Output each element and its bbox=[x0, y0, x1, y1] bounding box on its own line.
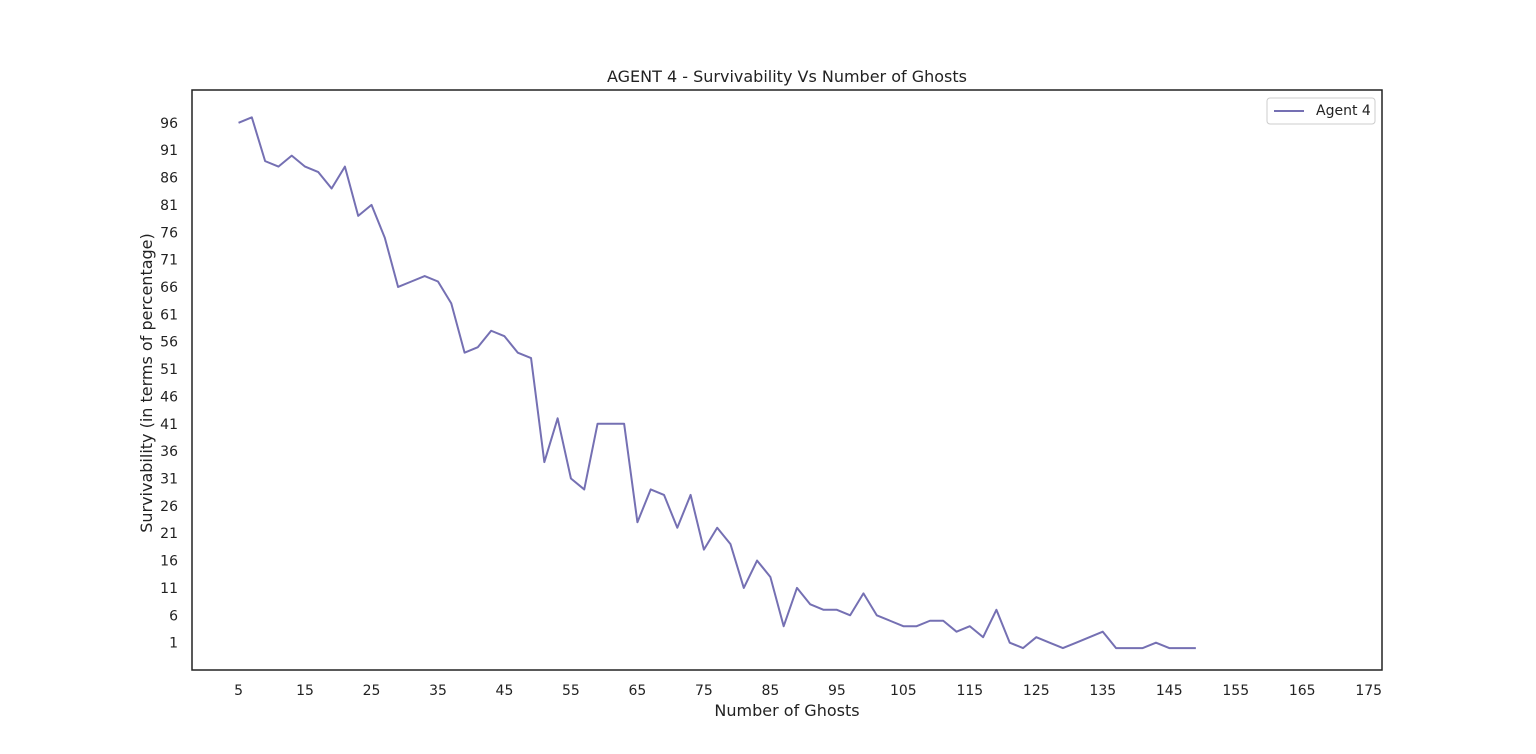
y-tick-label: 76 bbox=[160, 225, 178, 241]
y-tick-label: 91 bbox=[160, 143, 178, 159]
x-tick-label: 165 bbox=[1289, 683, 1316, 699]
x-tick-label: 75 bbox=[695, 683, 713, 699]
y-tick-label: 71 bbox=[160, 253, 178, 269]
x-tick-label: 95 bbox=[828, 683, 846, 699]
x-axis-label: Number of Ghosts bbox=[714, 701, 859, 720]
y-tick-label: 51 bbox=[160, 362, 178, 378]
chart-title: AGENT 4 - Survivability Vs Number of Gho… bbox=[607, 67, 967, 86]
x-tick-label: 55 bbox=[562, 683, 580, 699]
y-axis-label: Survivability (in terms of percentage) bbox=[137, 233, 156, 533]
y-tick-label: 81 bbox=[160, 198, 178, 214]
x-tick-label: 115 bbox=[956, 683, 983, 699]
y-tick-label: 31 bbox=[160, 471, 178, 487]
x-axis-ticks: 5 15 25 35 45 55 65 75 85 95 105 115 125 135 145 155 165… bbox=[234, 683, 1382, 699]
y-tick-label: 86 bbox=[160, 171, 178, 187]
x-tick-label: 85 bbox=[761, 683, 779, 699]
x-tick-label: 35 bbox=[429, 683, 447, 699]
x-tick-label: 155 bbox=[1222, 683, 1249, 699]
x-tick-label: 25 bbox=[363, 683, 381, 699]
y-tick-label: 21 bbox=[160, 526, 178, 542]
x-tick-label: 45 bbox=[496, 683, 514, 699]
y-tick-label: 61 bbox=[160, 307, 178, 323]
x-tick-label: 65 bbox=[629, 683, 647, 699]
y-tick-label: 11 bbox=[160, 581, 178, 597]
y-tick-label: 46 bbox=[160, 389, 178, 405]
x-tick-label: 105 bbox=[890, 683, 917, 699]
x-tick-label: 145 bbox=[1156, 683, 1183, 699]
legend: Agent 4 bbox=[1266, 97, 1376, 125]
y-tick-label: 96 bbox=[160, 116, 178, 132]
y-tick-label: 36 bbox=[160, 444, 178, 460]
legend-label: Agent 4 bbox=[1316, 103, 1371, 119]
series-line-agent-4 bbox=[238, 116, 1196, 650]
x-tick-label: 15 bbox=[296, 683, 314, 699]
legend-box bbox=[1266, 97, 1376, 125]
plot-area: 5 15 25 35 45 55 65 75 85 95 105 115 125 135 145 155 165… bbox=[160, 89, 1383, 699]
y-tick-label: 56 bbox=[160, 335, 178, 351]
plot-frame bbox=[191, 89, 1383, 671]
series-group bbox=[238, 116, 1196, 650]
y-tick-label: 6 bbox=[169, 608, 178, 624]
x-tick-label: 5 bbox=[234, 683, 243, 699]
y-tick-label: 1 bbox=[169, 636, 178, 652]
x-tick-label: 175 bbox=[1355, 683, 1382, 699]
y-tick-label: 16 bbox=[160, 554, 178, 570]
x-tick-label: 135 bbox=[1089, 683, 1116, 699]
y-tick-label: 41 bbox=[160, 417, 178, 433]
y-tick-label: 26 bbox=[160, 499, 178, 515]
x-tick-label: 125 bbox=[1023, 683, 1050, 699]
y-tick-label: 66 bbox=[160, 280, 178, 296]
